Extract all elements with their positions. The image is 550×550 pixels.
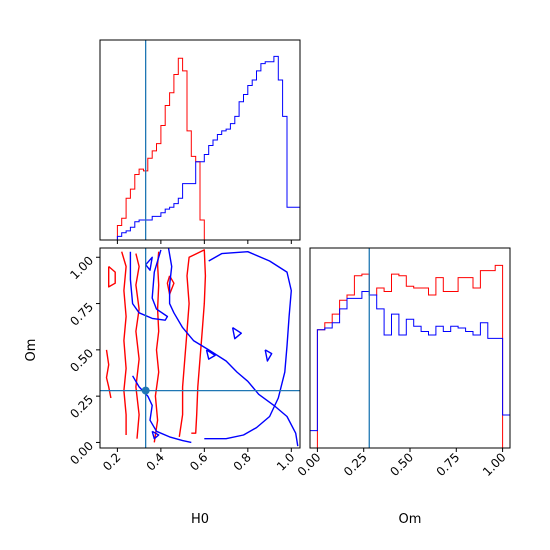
contour-series-0-level-0 — [121, 251, 127, 435]
contour-series-0-level-3 — [178, 249, 207, 438]
contour-y-axis-label: Om — [24, 339, 39, 362]
contour-series-1-level-2 — [167, 248, 299, 447]
contour-lines — [100, 248, 300, 448]
y-tick-label: 0.00 — [67, 439, 96, 468]
h0-om-contour-panel: 0.2 0.4 0.6 0.8 1.0 0.00 0.25 0.50 0.75 1.00 — [67, 247, 301, 474]
x-tick-label: 0.8 — [231, 450, 254, 473]
contour-series-1-level-6 — [205, 349, 216, 360]
contour-series-1-level-8 — [151, 430, 160, 440]
y-tick-label: 0.50 — [67, 346, 96, 375]
truth-point — [141, 386, 150, 395]
contour-series-0-level-1 — [135, 253, 140, 439]
plot-background — [310, 248, 510, 448]
x-tick-label: 0.6 — [187, 450, 210, 473]
histogram-series-0 — [310, 264, 510, 449]
x-tick-label: 0.75 — [434, 450, 463, 479]
om-marginal-x-axis-label: Om — [399, 512, 422, 527]
om-marginal-panel: 0.00 0.25 0.50 0.75 1.00 — [295, 247, 511, 479]
contour-series-0-level-4 — [108, 265, 116, 288]
axes-frame — [99, 39, 301, 241]
x-tick-label: 0.00 — [295, 450, 324, 479]
y-tick-label: 0.75 — [67, 300, 96, 329]
histogram-series-1 — [310, 291, 510, 432]
contour-series-1-level-4 — [145, 256, 153, 271]
x-tick-label: 0.4 — [144, 450, 167, 473]
histogram-series-1 — [100, 55, 300, 241]
contour-series-1-level-5 — [231, 327, 242, 340]
contour-series-1-level-7 — [264, 349, 273, 362]
x-tick-label: 0.50 — [387, 450, 416, 479]
y-tick-label: 0.25 — [67, 392, 96, 421]
contour-series-1-level-0 — [129, 249, 169, 321]
h0-marginal-panel — [99, 39, 301, 244]
y-tick-label: 1.00 — [67, 253, 96, 282]
x-tick-label: 0.25 — [341, 450, 370, 479]
contour-series-1-level-3 — [204, 251, 292, 440]
x-tick-label: 0.2 — [100, 450, 123, 473]
axes-frame — [99, 247, 301, 449]
plot-background — [100, 248, 300, 448]
contour-x-axis-label: H0 — [191, 512, 209, 527]
contour-series-0-level-2 — [153, 251, 160, 443]
x-tick-label: 1.0 — [274, 450, 297, 473]
x-tick-label: 1.00 — [480, 450, 509, 479]
